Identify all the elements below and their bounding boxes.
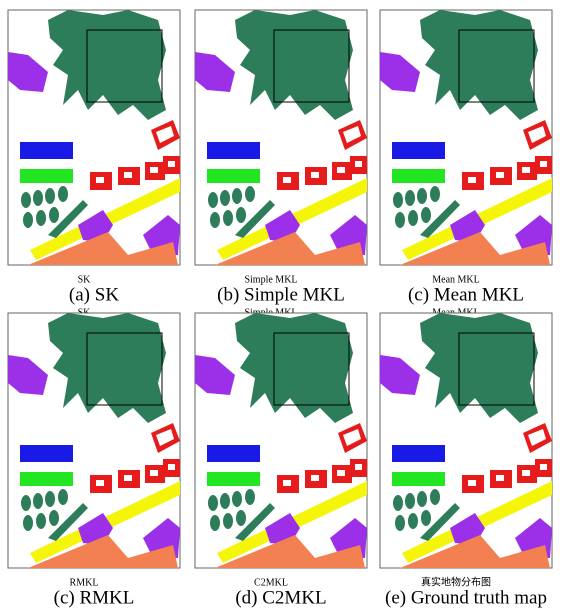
classification-map <box>195 10 367 265</box>
classification-map <box>8 313 180 568</box>
panel-caption: (a) SK <box>69 284 119 305</box>
classification-map <box>195 313 367 568</box>
panel-caption: (b) Simple MKL <box>217 284 345 305</box>
classification-map <box>380 313 552 568</box>
classification-map <box>8 10 180 265</box>
panels: SK(a) SKSKSimple MKL(b) Simple MKLSimple… <box>8 10 552 608</box>
panel-caption: (e) Ground truth map <box>385 587 547 608</box>
panel-caption: (c) RMKL <box>54 587 135 608</box>
panel-caption: (c) Mean MKL <box>408 284 524 305</box>
classification-map <box>380 10 552 265</box>
panel-label: 真实地物分布图 <box>421 575 491 588</box>
figure: SK(a) SKSKSimple MKL(b) Simple MKLSimple… <box>0 0 569 614</box>
panel-caption: (d) C2MKL <box>235 587 326 608</box>
